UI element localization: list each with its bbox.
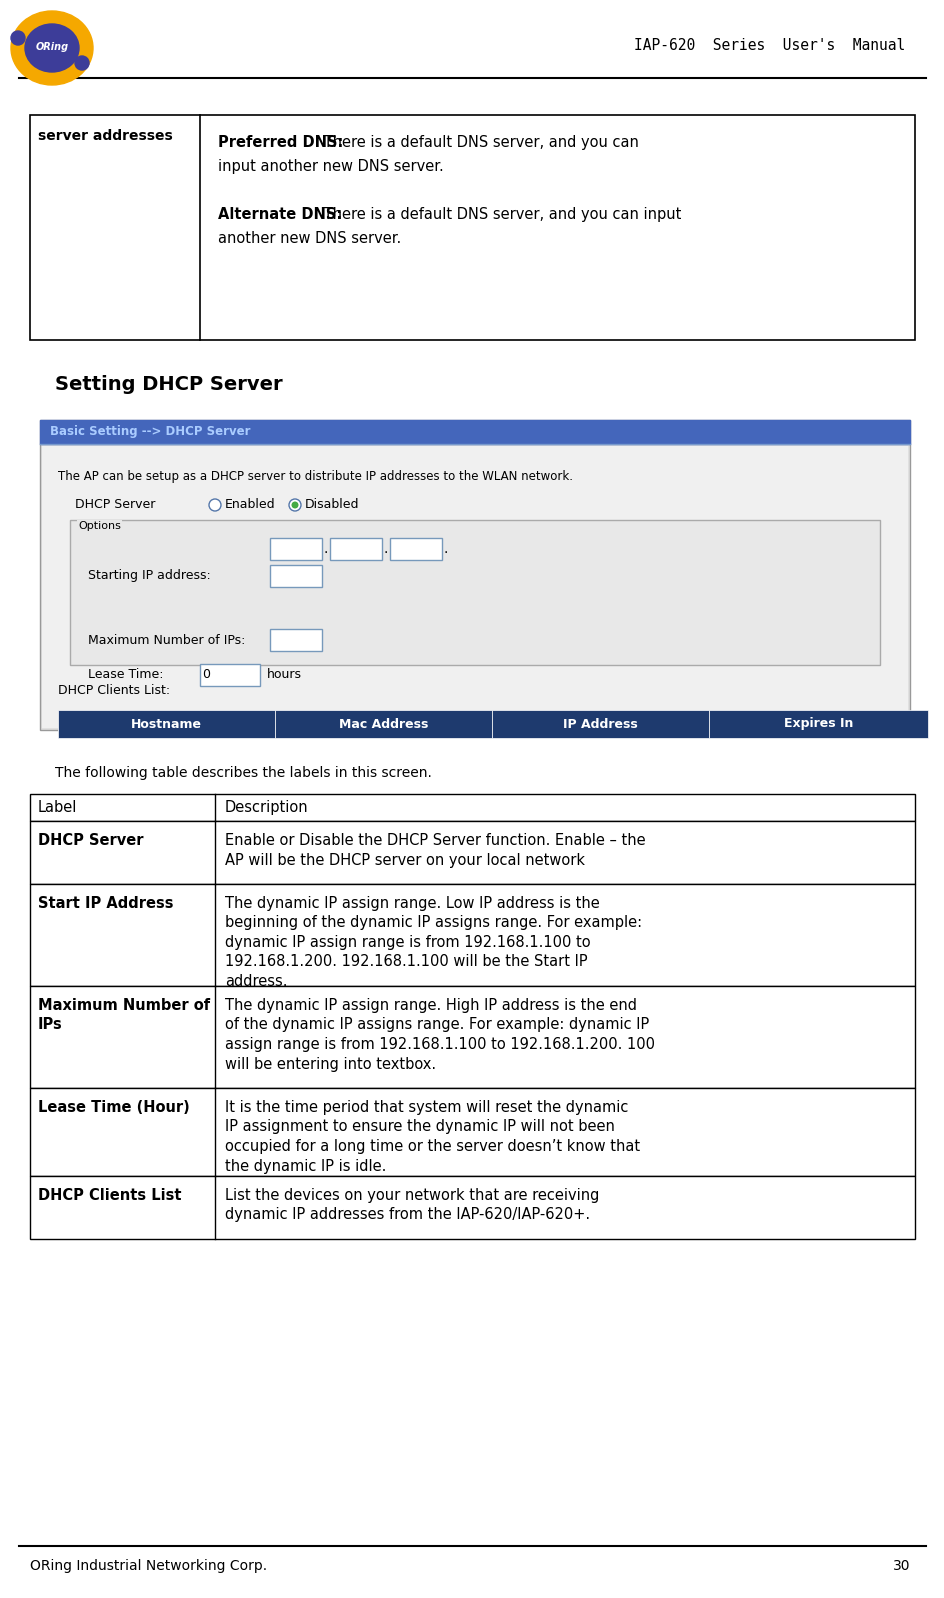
Text: Mac Address: Mac Address [339, 718, 428, 730]
Bar [390, 539, 442, 559]
Text: AP will be the DHCP server on your local network: AP will be the DHCP server on your local… [225, 852, 584, 868]
Bar [200, 665, 260, 686]
Text: Label: Label [38, 801, 77, 815]
Bar [30, 884, 914, 986]
Text: 30: 30 [891, 1560, 909, 1572]
Text: ORing: ORing [36, 42, 69, 53]
Text: another new DNS server.: another new DNS server. [218, 232, 401, 246]
Text: DHCP Server: DHCP Server [38, 833, 143, 849]
Ellipse shape [25, 24, 79, 72]
Text: Options: Options [78, 521, 121, 531]
Text: Enable or Disable the DHCP Server function. Enable – the: Enable or Disable the DHCP Server functi… [225, 833, 645, 849]
Text: will be entering into textbox.: will be entering into textbox. [225, 1056, 436, 1072]
Text: DHCP Clients List: DHCP Clients List [38, 1187, 181, 1203]
Text: Maximum Number of: Maximum Number of [38, 999, 210, 1013]
Text: Alternate DNS:: Alternate DNS: [218, 208, 342, 222]
Bar [275, 710, 492, 738]
Text: Hostname: Hostname [131, 718, 202, 730]
Bar [30, 115, 914, 340]
Text: Lease Time (Hour): Lease Time (Hour) [38, 1099, 190, 1115]
Text: hours: hours [267, 668, 302, 681]
Text: .: . [324, 542, 328, 556]
Bar [329, 539, 381, 559]
Text: IAP-620  Series  User's  Manual: IAP-620 Series User's Manual [633, 37, 904, 53]
Bar [58, 721, 927, 738]
Text: List the devices on your network that are receiving: List the devices on your network that ar… [225, 1187, 598, 1203]
Text: ORing Industrial Networking Corp.: ORing Industrial Networking Corp. [30, 1560, 267, 1572]
Text: DHCP Server: DHCP Server [75, 499, 155, 511]
Text: 0: 0 [202, 668, 210, 681]
Text: Expires In: Expires In [783, 718, 852, 730]
Circle shape [291, 502, 298, 508]
Bar [492, 710, 708, 738]
Bar [30, 1088, 914, 1176]
Bar [40, 420, 909, 444]
Text: The dynamic IP assign range. High IP address is the end: The dynamic IP assign range. High IP add… [225, 999, 636, 1013]
Circle shape [11, 30, 25, 45]
Text: Disabled: Disabled [305, 499, 359, 511]
Bar [270, 630, 322, 650]
Text: Lease Time:: Lease Time: [88, 668, 163, 681]
Text: The dynamic IP assign range. Low IP address is the: The dynamic IP assign range. Low IP addr… [225, 896, 599, 911]
Bar [70, 519, 879, 665]
Text: 192.168.1.200. 192.168.1.100 will be the Start IP: 192.168.1.200. 192.168.1.100 will be the… [225, 954, 587, 970]
Text: .: . [444, 542, 447, 556]
Text: input another new DNS server.: input another new DNS server. [218, 158, 444, 174]
Text: It is the time period that system will reset the dynamic: It is the time period that system will r… [225, 1099, 628, 1115]
Text: Start IP Address: Start IP Address [38, 896, 174, 911]
Text: the dynamic IP is idle.: the dynamic IP is idle. [225, 1159, 386, 1173]
Circle shape [289, 499, 301, 511]
Bar [270, 539, 322, 559]
Text: dynamic IP assign range is from 192.168.1.100 to: dynamic IP assign range is from 192.168.… [225, 935, 590, 949]
Text: beginning of the dynamic IP assigns range. For example:: beginning of the dynamic IP assigns rang… [225, 916, 641, 930]
Text: Maximum Number of IPs:: Maximum Number of IPs: [88, 633, 245, 647]
Circle shape [75, 56, 89, 70]
Text: The following table describes the labels in this screen.: The following table describes the labels… [55, 765, 431, 780]
Text: dynamic IP addresses from the IAP-620/IAP-620+.: dynamic IP addresses from the IAP-620/IA… [225, 1208, 589, 1222]
Text: The AP can be setup as a DHCP server to distribute IP addresses to the WLAN netw: The AP can be setup as a DHCP server to … [58, 470, 572, 483]
Text: IP assignment to ensure the dynamic IP will not been: IP assignment to ensure the dynamic IP w… [225, 1120, 615, 1135]
Text: DHCP Clients List:: DHCP Clients List: [58, 684, 170, 697]
Bar [30, 986, 914, 1088]
Bar [42, 446, 907, 729]
Text: Basic Setting --> DHCP Server: Basic Setting --> DHCP Server [50, 425, 250, 438]
Text: Setting DHCP Server: Setting DHCP Server [55, 376, 282, 395]
Text: .: . [383, 542, 388, 556]
Text: Description: Description [225, 801, 309, 815]
Text: Preferred DNS:: Preferred DNS: [218, 134, 343, 150]
Bar [30, 794, 914, 821]
Bar [30, 1176, 914, 1238]
Bar [270, 566, 322, 586]
Bar [708, 710, 927, 738]
Text: Starting IP address:: Starting IP address: [88, 569, 211, 583]
Text: IP Address: IP Address [563, 718, 637, 730]
Bar [40, 420, 909, 730]
Text: occupied for a long time or the server doesn’t know that: occupied for a long time or the server d… [225, 1139, 639, 1154]
Text: of the dynamic IP assigns range. For example: dynamic IP: of the dynamic IP assigns range. For exa… [225, 1018, 649, 1032]
Text: assign range is from 192.168.1.100 to 192.168.1.200. 100: assign range is from 192.168.1.100 to 19… [225, 1037, 654, 1051]
Text: There is a default DNS server, and you can: There is a default DNS server, and you c… [318, 134, 638, 150]
Circle shape [209, 499, 221, 511]
Text: address.: address. [225, 975, 287, 989]
Bar [30, 821, 914, 884]
Bar [58, 710, 275, 738]
Text: There is a default DNS server, and you can input: There is a default DNS server, and you c… [318, 208, 681, 222]
Text: IPs: IPs [38, 1016, 62, 1032]
Text: server addresses: server addresses [38, 129, 173, 142]
Text: Enabled: Enabled [225, 499, 276, 511]
Ellipse shape [11, 11, 93, 85]
